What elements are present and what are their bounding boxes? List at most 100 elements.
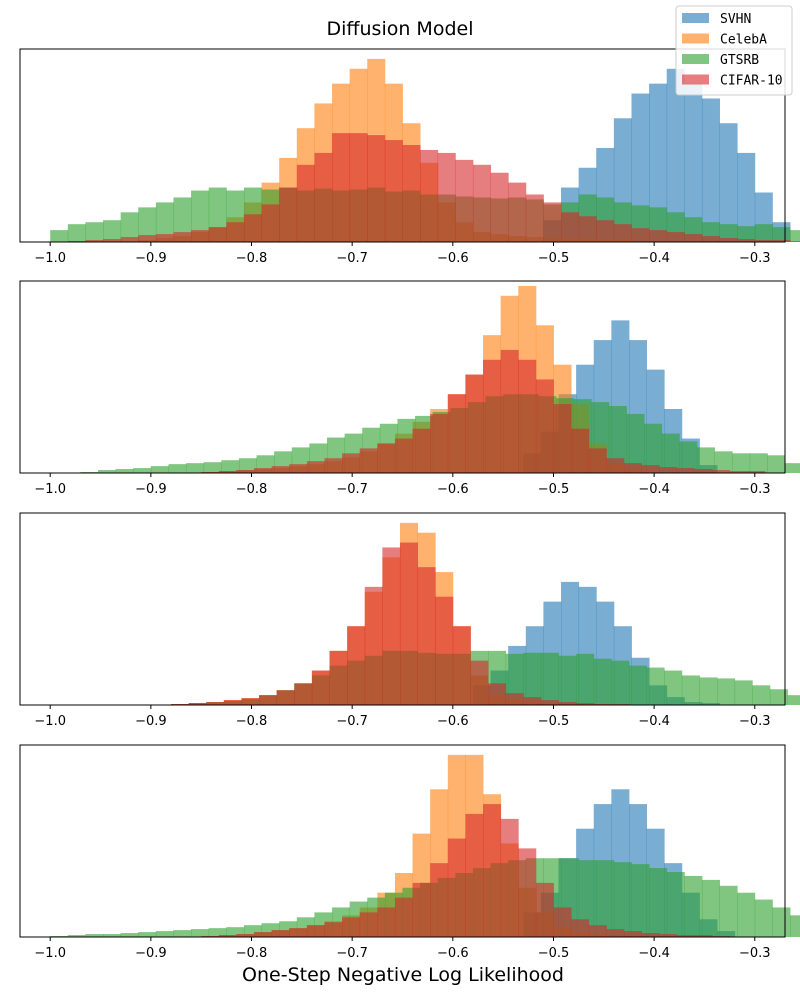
histogram-bar (271, 466, 290, 473)
legend-swatch (682, 54, 709, 64)
x-tick-label: −0.8 (236, 482, 268, 497)
histogram-bar (191, 190, 210, 242)
histogram-bar (666, 232, 685, 242)
histogram-bar (465, 374, 484, 473)
histogram-bar (754, 899, 773, 937)
histogram-bar (430, 863, 449, 937)
histogram-bar (483, 359, 502, 473)
histogram-bar (694, 469, 713, 473)
histogram-bar (606, 929, 625, 937)
histogram-bar (646, 667, 665, 705)
histogram-bar (737, 239, 756, 242)
histogram-bar (359, 448, 378, 473)
histogram-bar (628, 665, 647, 705)
histogram-bar (644, 423, 663, 473)
histogram-bar (508, 182, 527, 242)
histogram-bar (342, 453, 361, 473)
histogram-bar (311, 670, 330, 705)
legend-label: CIFAR-10 (720, 74, 783, 89)
histogram-bar (259, 695, 278, 705)
axes-frame (19, 512, 786, 706)
histogram-bar (115, 469, 134, 473)
histogram-bar (329, 650, 348, 705)
panel-3: −1.0 −0.9 −0.8 −0.7 −0.6 −0.5 −0.4 −0.3 (19, 512, 800, 729)
histogram-bar (435, 596, 454, 705)
histogram-bar (540, 700, 559, 705)
histogram-bar (613, 862, 632, 937)
histogram-bar (168, 464, 187, 473)
histogram-bar (188, 703, 207, 705)
histogram-bar (606, 458, 625, 473)
histogram-bar (523, 652, 542, 705)
histogram-bar (518, 848, 537, 937)
histogram-bar (289, 464, 308, 473)
histogram-bar (631, 93, 650, 242)
histogram-bar (769, 689, 788, 705)
histogram-bar (719, 885, 738, 937)
histogram-bar (103, 934, 122, 937)
histogram-bar (206, 702, 225, 705)
histogram-bar (359, 912, 378, 937)
histogram-bar (790, 230, 800, 242)
legend-swatch (682, 13, 709, 23)
histogram-bar (382, 547, 401, 705)
histogram-bar (138, 932, 157, 937)
legend-swatch (682, 74, 709, 85)
histogram-bar (186, 463, 205, 473)
histogram-bar (306, 925, 325, 937)
histogram-bar (576, 653, 595, 705)
histogram-bar (500, 818, 519, 937)
histogram-bar (394, 438, 413, 473)
x-tick-label: −0.3 (739, 482, 771, 497)
histogram-bar (623, 463, 642, 473)
histogram-bar (155, 234, 174, 242)
histogram-bar (243, 214, 262, 242)
series-cifar10 (67, 133, 800, 242)
histogram-bar (535, 379, 554, 473)
histogram-bar (649, 83, 668, 242)
legend-label: GTSRB (720, 53, 759, 68)
histogram-bar (324, 458, 343, 473)
histogram-bar (737, 152, 756, 242)
histogram-bar (271, 930, 290, 937)
histogram-bar (699, 677, 718, 705)
histogram-bar (593, 658, 612, 705)
histogram-bar (611, 660, 630, 705)
histogram-bar (578, 216, 597, 242)
histogram-bar (236, 934, 255, 937)
histogram-bar (226, 222, 245, 242)
histogram-bar (120, 212, 139, 242)
histogram-bar (465, 813, 484, 937)
series-cifar10 (201, 804, 731, 937)
x-tick-label: −0.6 (437, 482, 469, 497)
x-tick-label: −1.0 (34, 714, 66, 729)
histogram-bar (173, 930, 192, 937)
histogram-bar (243, 925, 262, 937)
histogram-bar (447, 394, 466, 473)
x-tick-label: −0.7 (336, 946, 368, 961)
histogram-bar (578, 860, 597, 937)
x-tick-label: −0.4 (638, 946, 670, 961)
histogram-bar (719, 123, 738, 242)
x-tick-label: −0.8 (236, 251, 268, 266)
histogram-bar (608, 406, 627, 473)
histogram-bar (276, 690, 295, 705)
legend: SVHN CelebA GTSRB CIFAR-10 (675, 5, 793, 96)
histogram-bar (596, 220, 615, 242)
histogram-bar (500, 349, 519, 473)
histogram-bar (558, 655, 577, 705)
histogram-bar (772, 240, 791, 242)
histogram-bar (659, 934, 678, 937)
histogram-bar (676, 468, 695, 473)
histogram-bar (85, 934, 104, 937)
histogram-bar (649, 868, 668, 937)
x-tick-label: −0.3 (739, 946, 771, 961)
histogram-bar (394, 897, 413, 937)
histogram-bar (218, 935, 237, 937)
histogram-bar (571, 428, 590, 473)
x-axis-label: One-Step Negative Log Likelihood (242, 964, 564, 986)
x-tick-label: −0.5 (538, 482, 570, 497)
histogram-bar (588, 448, 607, 473)
histogram-bar (324, 922, 343, 937)
histogram-bar (455, 159, 474, 242)
